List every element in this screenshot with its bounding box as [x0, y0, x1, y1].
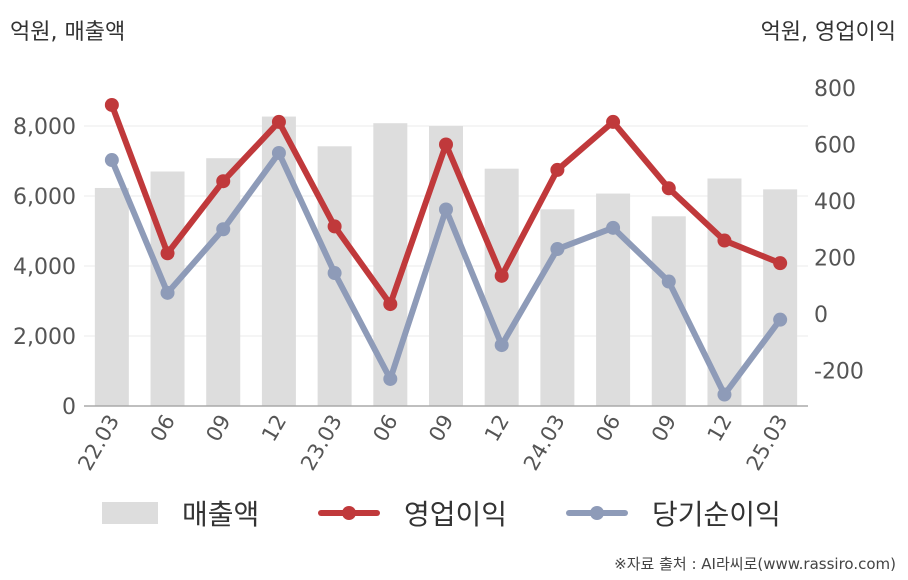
point-net-income — [104, 153, 119, 168]
source-note: ※자료 출처 : AI라씨로(www.rassiro.com) — [614, 555, 896, 573]
point-operating-profit — [773, 256, 788, 271]
legend-label-revenue: 매출액 — [182, 498, 260, 531]
point-operating-profit — [606, 114, 621, 129]
x-tick-label: 12 — [480, 411, 514, 446]
point-operating-profit — [216, 174, 231, 189]
right-tick-label: 800 — [814, 77, 856, 102]
point-operating-profit — [383, 297, 398, 312]
point-net-income — [327, 266, 342, 281]
right-tick-label: 600 — [814, 134, 856, 159]
point-operating-profit — [327, 219, 342, 234]
left-axis-unit-label: 억원, 매출액 — [10, 20, 126, 45]
x-tick-label: 12 — [257, 411, 291, 446]
legend-item-operating-profit: 영업이익 — [318, 493, 507, 533]
x-tick-label: 06 — [591, 411, 625, 446]
point-operating-profit — [104, 97, 119, 112]
point-net-income — [160, 285, 175, 300]
point-operating-profit — [494, 268, 509, 283]
left-tick-label: 0 — [62, 395, 76, 420]
point-net-income — [494, 338, 509, 353]
legend-item-net-income: 당기순이익 — [566, 493, 781, 533]
point-operating-profit — [160, 246, 175, 261]
legend-swatch-operating-profit — [318, 502, 380, 524]
point-operating-profit — [550, 162, 565, 177]
bar-revenue — [540, 209, 575, 406]
x-tick-label: 12 — [703, 411, 737, 446]
legend-swatch-revenue — [102, 502, 158, 524]
x-tick-label: 23.03 — [296, 411, 347, 475]
right-tick-label: 400 — [814, 190, 856, 215]
bar-revenue — [94, 187, 129, 406]
point-net-income — [550, 242, 565, 257]
bar-revenue — [763, 189, 798, 406]
legend-swatch-net-income — [566, 502, 628, 524]
left-tick-label: 2,000 — [13, 325, 76, 350]
combo-chart: 0 2,000 4,000 6,000 8,000 -200 0 200 400 600 800 22… — [13, 77, 864, 475]
left-tick-label: 6,000 — [13, 185, 76, 210]
x-tick-label: 24.03 — [519, 411, 570, 475]
legend: 매출액 영업이익 당기순이익 — [0, 493, 908, 533]
point-net-income — [661, 274, 676, 289]
x-tick-label: 06 — [146, 411, 180, 446]
point-net-income — [216, 222, 231, 237]
right-tick-label: 0 — [814, 303, 828, 328]
bar-revenue — [484, 168, 519, 406]
point-net-income — [606, 220, 621, 235]
x-tick-label: 09 — [647, 411, 681, 446]
right-tick-label: -200 — [814, 360, 864, 385]
point-operating-profit — [271, 114, 286, 129]
point-operating-profit — [439, 137, 453, 152]
x-tick-label: 09 — [201, 411, 235, 446]
x-tick-label: 22.03 — [73, 411, 124, 475]
point-net-income — [773, 312, 788, 327]
left-tick-label: 4,000 — [13, 255, 76, 280]
legend-label-operating-profit: 영업이익 — [404, 498, 508, 531]
left-tick-label: 8,000 — [13, 115, 76, 140]
point-net-income — [383, 371, 398, 386]
point-operating-profit — [661, 181, 676, 196]
point-net-income — [439, 202, 453, 217]
point-net-income — [271, 145, 286, 160]
right-axis-unit-label: 억원, 영업이익 — [760, 20, 896, 45]
point-net-income — [717, 387, 732, 402]
x-tick-label: 06 — [368, 411, 402, 446]
x-tick-label: 09 — [424, 411, 458, 446]
point-operating-profit — [717, 233, 732, 248]
x-tick-label: 25.03 — [742, 411, 793, 475]
legend-label-net-income: 당기순이익 — [652, 498, 781, 531]
right-tick-label: 200 — [814, 247, 856, 272]
legend-item-revenue: 매출액 — [102, 493, 259, 533]
